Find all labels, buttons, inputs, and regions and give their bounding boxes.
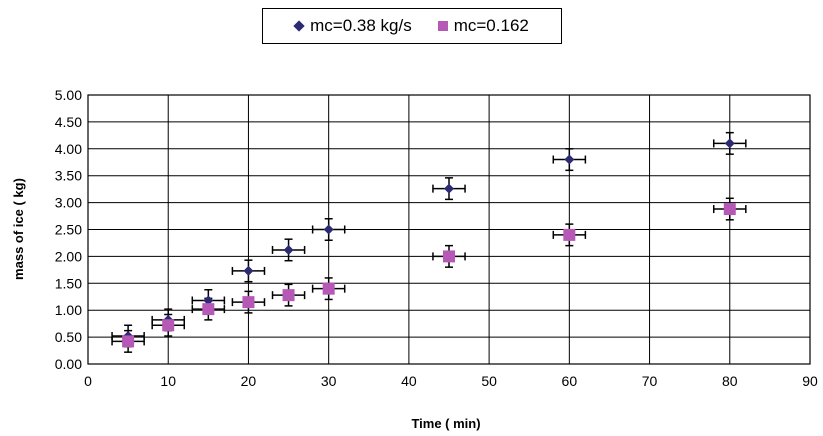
data-point-series-2 bbox=[723, 203, 736, 216]
legend: mc=0.38 kg/s mc=0.162 bbox=[262, 8, 562, 44]
x-tick-label: 10 bbox=[160, 373, 176, 389]
data-point-series-1 bbox=[323, 224, 334, 235]
data-point-series-1 bbox=[724, 138, 735, 149]
y-tick-label: 0.00 bbox=[55, 356, 82, 372]
error-bar bbox=[311, 277, 346, 301]
y-tick-label: 5.00 bbox=[55, 87, 82, 103]
x-tick-label: 30 bbox=[321, 373, 337, 389]
y-tick-label: 4.00 bbox=[55, 141, 82, 157]
y-tick-label: 3.00 bbox=[55, 195, 82, 211]
y-tick-label: 2.50 bbox=[55, 222, 82, 238]
x-tick-label: 40 bbox=[401, 373, 417, 389]
legend-item-series-2: mc=0.162 bbox=[437, 16, 529, 36]
diamond-marker-icon bbox=[293, 20, 305, 32]
x-tick-label: 20 bbox=[241, 373, 257, 389]
y-tick-label: 2.00 bbox=[55, 248, 82, 264]
x-tick-label: 0 bbox=[84, 373, 92, 389]
data-point-series-1 bbox=[283, 244, 294, 255]
data-point-series-2 bbox=[202, 303, 215, 316]
data-point-series-1 bbox=[564, 154, 575, 165]
data-point-series-1 bbox=[243, 265, 254, 276]
data-point-series-2 bbox=[322, 282, 335, 295]
legend-label-series-2: mc=0.162 bbox=[453, 16, 529, 35]
x-tick-label: 80 bbox=[722, 373, 738, 389]
plot-frame bbox=[87, 94, 811, 365]
x-tick-label: 70 bbox=[642, 373, 658, 389]
data-point-series-1 bbox=[203, 295, 214, 306]
data-points bbox=[122, 138, 736, 348]
square-marker-icon bbox=[437, 21, 448, 31]
data-point-series-1 bbox=[444, 183, 454, 194]
x-tick-label: 60 bbox=[562, 373, 578, 389]
data-point-series-2 bbox=[443, 250, 455, 263]
x-tick-label: 90 bbox=[802, 373, 818, 389]
x-axis-title: Time ( min) bbox=[411, 416, 480, 431]
legend-item-series-1: mc=0.38 kg/s bbox=[293, 16, 412, 36]
x-tick-label: 50 bbox=[481, 373, 497, 389]
legend-label-series-1: mc=0.38 kg/s bbox=[310, 16, 412, 35]
y-tick-label: 0.50 bbox=[55, 329, 82, 345]
y-axis-title: mass of ice ( kg) bbox=[11, 178, 26, 280]
data-point-series-2 bbox=[282, 289, 295, 302]
data-point-series-2 bbox=[122, 335, 135, 348]
error-bars bbox=[111, 131, 747, 353]
tick-labels: 0 10 20 30 40 50 60 70 80 90 0.00 0.50 1.00 1.50 2.00 2… bbox=[55, 87, 818, 389]
data-point-series-2 bbox=[242, 296, 255, 309]
y-tick-label: 3.50 bbox=[55, 168, 82, 184]
data-point-series-2 bbox=[162, 319, 175, 332]
y-tick-label: 1.00 bbox=[55, 302, 82, 318]
y-tick-label: 4.50 bbox=[55, 114, 82, 130]
axes bbox=[87, 94, 811, 365]
grid bbox=[87, 94, 811, 365]
y-tick-label: 1.50 bbox=[55, 275, 82, 291]
data-point-series-2 bbox=[563, 228, 576, 241]
